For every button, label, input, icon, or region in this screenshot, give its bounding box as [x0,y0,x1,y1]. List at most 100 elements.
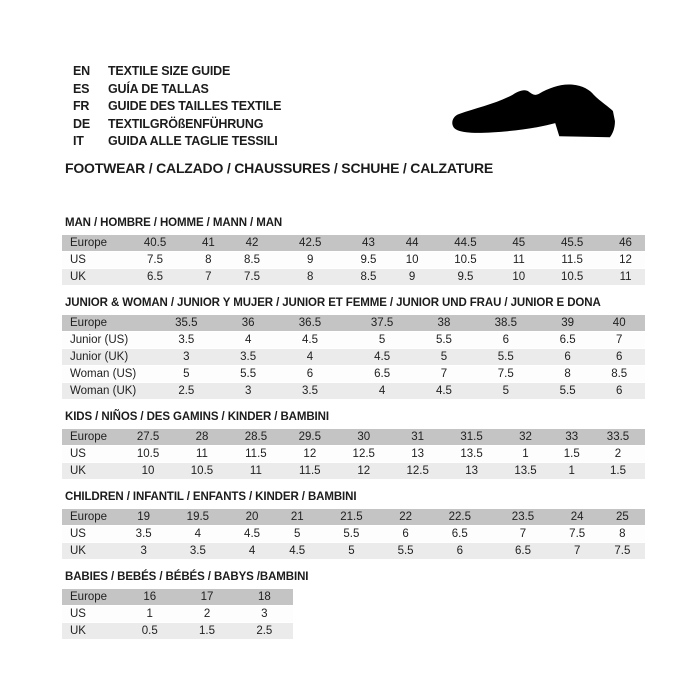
size-value: 6 [383,525,429,543]
language-row-en: EN TEXTILE SIZE GUIDE [73,63,700,81]
size-value: 18 [235,588,293,606]
size-value: 8 [276,268,345,286]
size-value: 36 [222,314,274,332]
size-value: 6.5 [346,365,419,383]
size-value: 7.5 [469,365,542,383]
size-value: 13 [444,462,499,480]
size-value: 16 [121,588,179,606]
size-value: 4 [273,348,347,366]
size-value: 38.5 [469,314,542,332]
size-value: 5.5 [418,331,470,349]
size-section: CHILDREN / INFANTIL / ENFANTS / KINDER /… [62,491,645,560]
section-title: MAN / HOMBRE / HOMME / MANN / MAN [65,216,283,229]
table-row: Europe 16 17 18 [62,588,293,606]
table-row: Europe 19 19.5 20 21 21.5 22 22.5 23.5 24 25 [62,508,645,526]
size-value: 4 [166,525,230,543]
size-value: 12 [336,462,391,480]
size-value: 5.5 [319,525,384,543]
size-table: Europe 27.5 28 28.5 29.5 30 31 31.5 32 33 33.5 US 10… [62,428,645,480]
size-value: 11 [228,462,283,480]
size-value: 4.5 [274,542,320,560]
size-value: 7 [188,268,228,286]
size-value: 40.5 [121,234,189,252]
size-value: 39 [541,314,594,332]
size-value: 21 [274,508,320,526]
size-value: 12.5 [390,462,445,480]
size-value: 1 [552,462,591,480]
table-row: UK 6.5 7 7.5 8 8.5 9 9.5 10 10.5 11 [62,268,645,286]
size-value: 10 [121,462,176,480]
size-value: 33 [552,428,591,446]
category-heading: FOOTWEAR / CALZADO / CHAUSSURES / SCHUHE… [65,159,494,176]
size-value: 4 [346,382,419,400]
section-title: CHILDREN / INFANTIL / ENFANTS / KINDER /… [65,490,357,503]
size-value: 9 [392,268,432,286]
size-value: 9 [276,251,345,269]
language-label: TEXTILE SIZE GUIDE [108,64,231,78]
table-row: US 1 2 3 [62,605,293,623]
size-value: 8.5 [593,365,645,383]
size-value: 11.5 [538,251,607,269]
size-value: 3 [150,348,223,366]
size-value: 5 [274,525,320,543]
size-value: 38 [418,314,470,332]
size-table: Europe 16 17 18 US 1 2 3 UK 0.5 1.5 2.5 [62,588,293,640]
language-row-es: ES GUÍA DE TALLAS [73,81,700,99]
table-row: Europe 27.5 28 28.5 29.5 30 31 31.5 32 33 33.5 [62,428,645,446]
size-value: 40 [593,314,645,332]
row-label: UK [62,268,122,286]
size-value: 11.5 [228,445,283,463]
size-value: 4.5 [229,525,275,543]
row-label: Junior (UK) [62,348,151,366]
size-value: 19 [121,508,167,526]
size-value: 41 [188,234,228,252]
size-value: 3.5 [121,525,167,543]
size-section: JUNIOR & WOMAN / JUNIOR Y MUJER / JUNIOR… [62,297,645,400]
language-code: DE [73,116,90,131]
size-value: 45.5 [538,234,607,252]
table-row: UK 0.5 1.5 2.5 [62,622,293,640]
language-row-fr: FR GUIDE DES TAILLES TEXTILE [73,98,700,116]
size-value: 11 [606,268,645,286]
size-value: 6 [593,348,645,366]
size-value: 5 [319,542,384,560]
table-row: Junior (UK) 3 3.5 4 4.5 5 5.5 6 6 [62,348,645,366]
size-value: 30 [336,428,391,446]
size-value: 10.5 [121,445,176,463]
size-value: 3 [222,382,274,400]
language-row-it: IT GUIDA ALLE TAGLIE TESSILI [73,133,700,151]
size-value: 5.5 [469,348,542,366]
size-value: 3.5 [273,382,347,400]
language-title-list: EN TEXTILE SIZE GUIDE ES GUÍA DE TALLAS FR GU… [73,0,700,151]
size-value: 5 [469,382,542,400]
size-value: 7.5 [554,525,600,543]
size-value: 7.5 [121,251,189,269]
size-value: 4.5 [346,348,419,366]
size-value: 28 [175,428,229,446]
size-value: 17 [178,588,236,606]
size-value: 12 [282,445,337,463]
size-value: 32 [498,428,553,446]
size-value: 1.5 [591,462,645,480]
language-label: GUÍA DE TALLAS [108,81,209,96]
size-value: 10.5 [431,251,500,269]
size-table: Europe 19 19.5 20 21 21.5 22 22.5 23.5 24 25 US 3.5 4… [62,508,645,560]
size-value: 20 [229,508,275,526]
row-label: UK [62,622,122,640]
row-label: US [62,251,122,269]
size-value: 42.5 [276,234,345,252]
size-value: 35.5 [150,314,223,332]
size-value: 8.5 [344,268,393,286]
language-label: TEXTILGRÖßENFÜHRUNG [108,116,264,131]
table-row: Woman (US) 5 5.5 6 6.5 7 7.5 8 8.5 [62,365,645,383]
size-value: 6 [428,542,492,560]
size-value: 28.5 [228,428,283,446]
size-value: 12.5 [336,445,391,463]
row-label: Europe [62,508,122,526]
language-code: FR [73,99,90,113]
size-value: 10 [499,268,539,286]
table-row: Europe 40.5 41 42 42.5 43 44 44.5 45 45.5 46 [62,234,645,252]
language-label: GUIDA ALLE TAGLIE TESSILI [108,134,278,148]
size-value: 1 [121,605,179,623]
